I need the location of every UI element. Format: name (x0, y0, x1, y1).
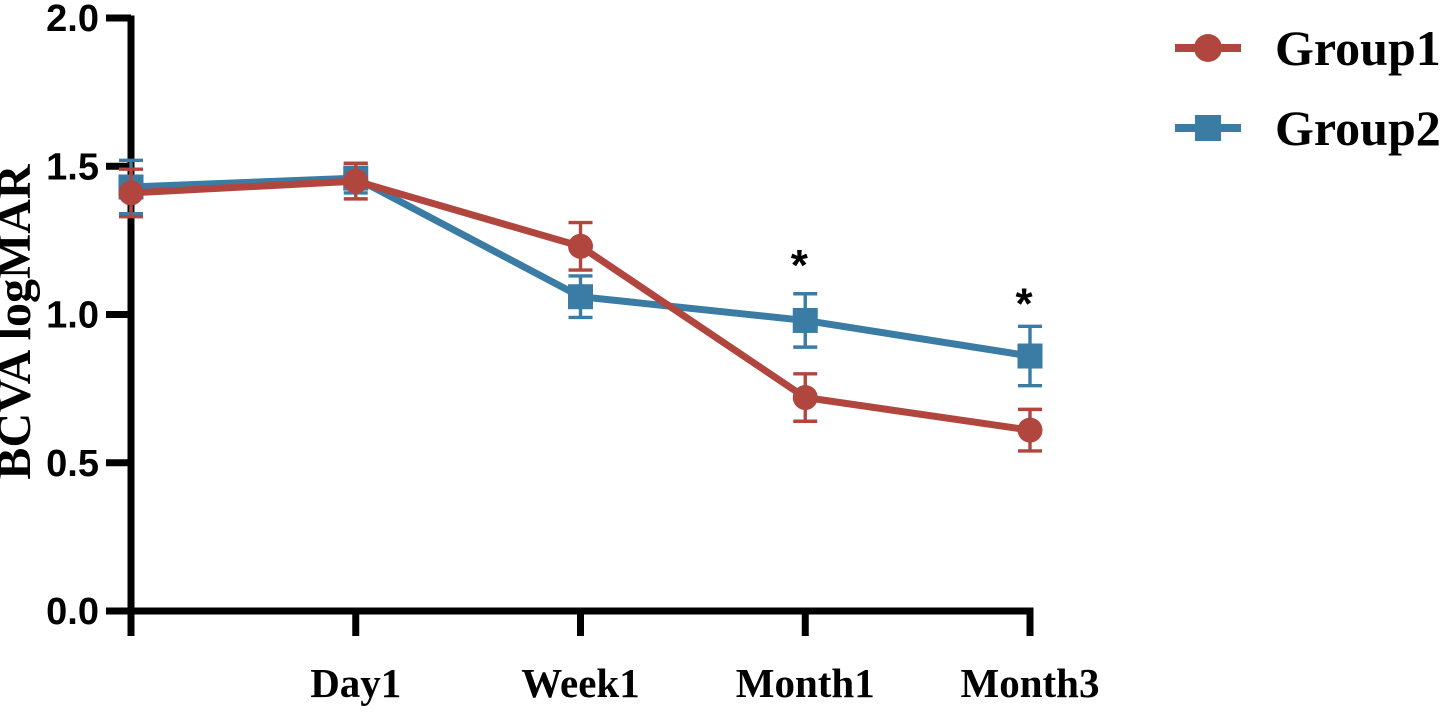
series-group2 (118, 158, 1043, 388)
legend: Group1 Group2 (1175, 20, 1441, 156)
y-tick-label: 1.5 (46, 146, 99, 188)
square-marker (568, 284, 593, 310)
circle-marker (792, 385, 818, 411)
legend-item-group2: Group2 (1175, 100, 1441, 156)
y-tick-label: 1.0 (46, 295, 99, 337)
axes: 0.0 0.5 1.0 1.5 2.0 Day1 Week1 Month1 Month3 BCVA… (0, 0, 1099, 706)
circle-marker (1017, 417, 1043, 443)
legend-label: Group2 (1275, 100, 1441, 156)
y-tick-label: 0.5 (46, 443, 99, 485)
series-group1 (118, 161, 1043, 453)
legend-label: Group1 (1275, 20, 1441, 76)
y-axis-title: BCVA logMAR (0, 163, 41, 479)
x-tick-label: Month3 (961, 660, 1100, 706)
x-tick-label: Week1 (521, 660, 639, 706)
circle-marker (118, 180, 144, 206)
circle-marker (343, 168, 369, 194)
x-tick-label: Day1 (310, 660, 401, 706)
x-tick-label: Month1 (736, 660, 875, 706)
significance-asterisk: * (791, 241, 809, 290)
legend-circle-marker-icon (1194, 34, 1222, 62)
legend-item-group1: Group1 (1175, 20, 1441, 76)
y-tick-label: 0.0 (46, 591, 99, 633)
y-tick-label: 2.0 (46, 0, 99, 40)
legend-square-marker-icon (1195, 115, 1221, 141)
significance-asterisk: * (1015, 280, 1033, 329)
circle-marker (568, 233, 593, 259)
square-marker (792, 307, 818, 333)
square-marker (1017, 343, 1043, 369)
